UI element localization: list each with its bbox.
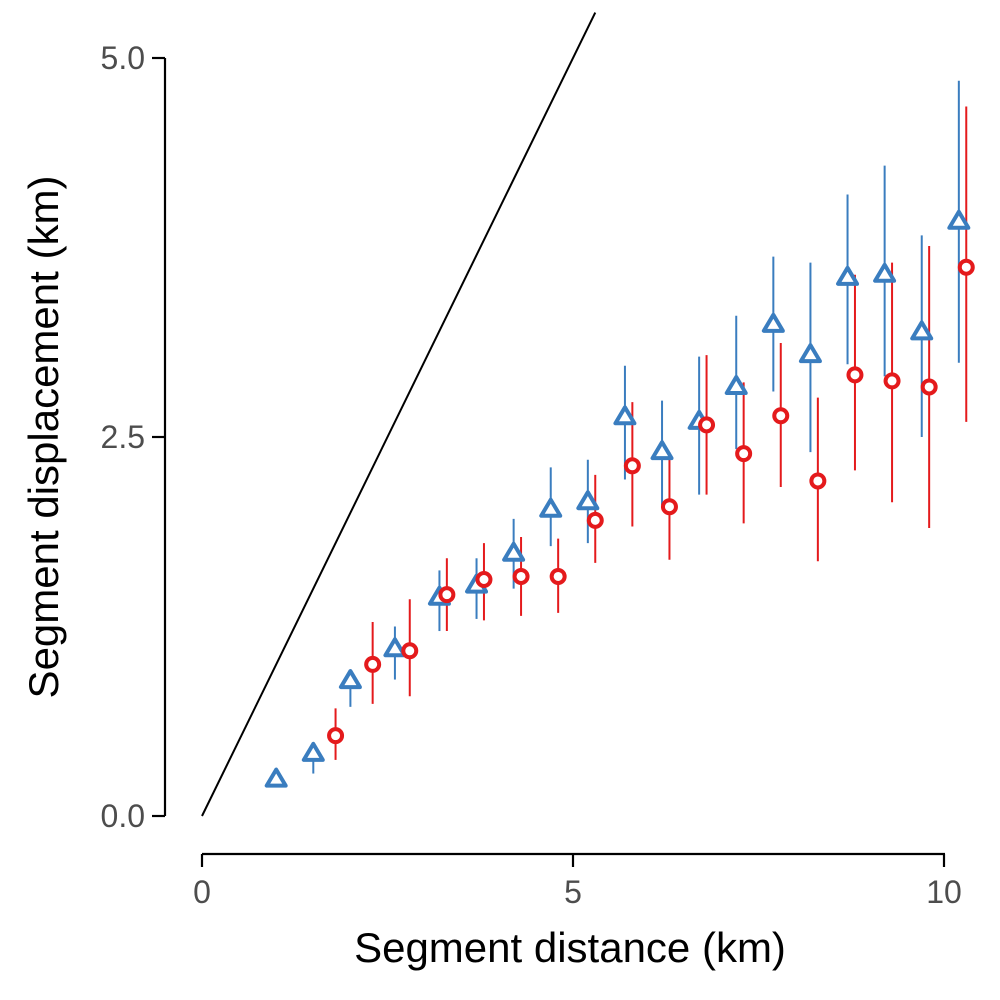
- circle-marker: [327, 727, 345, 745]
- triangle-marker: [502, 541, 526, 562]
- triangle-marker: [836, 265, 860, 286]
- triangle-marker: [576, 490, 600, 511]
- triangle-marker: [338, 669, 362, 690]
- triangle-marker: [947, 209, 971, 230]
- circle-marker: [512, 567, 530, 585]
- circle-marker: [698, 416, 716, 434]
- circle-marker: [772, 407, 790, 425]
- circle-marker: [438, 586, 456, 604]
- x-tick-label: 10: [926, 874, 962, 910]
- circle-marker: [623, 457, 641, 475]
- circle-marker: [549, 567, 567, 585]
- circle-marker: [846, 366, 864, 384]
- triangle-marker: [761, 312, 785, 333]
- y-tick-label: 2.5: [101, 419, 145, 455]
- triangle-marker: [539, 497, 563, 518]
- circle-marker: [920, 378, 938, 396]
- circle-marker: [475, 571, 493, 589]
- y-tick-label: 5.0: [101, 40, 145, 76]
- triangle-marker: [613, 405, 637, 426]
- x-tick-label: 0: [193, 874, 211, 910]
- triangle-marker: [724, 374, 748, 395]
- x-tick-label: 5: [564, 874, 582, 910]
- triangle-marker: [383, 637, 407, 658]
- y-tick-label: 0.0: [101, 798, 145, 834]
- circle-marker: [586, 511, 604, 529]
- y-axis-title: Segment displacement (km): [20, 176, 67, 699]
- axis-ticks: 0.0 2.5 5.0 0 5 10: [101, 40, 962, 910]
- reference-line: [201, 12, 597, 817]
- triangle-marker: [650, 440, 674, 461]
- plot-area: [201, 12, 975, 817]
- circle-marker: [809, 472, 827, 490]
- circle-marker: [364, 655, 382, 673]
- triangle-marker: [264, 767, 288, 788]
- circle-marker: [401, 642, 419, 660]
- circle-marker: [883, 372, 901, 390]
- triangle-marker: [910, 320, 934, 341]
- circle-marker: [735, 445, 753, 463]
- triangle-marker: [301, 741, 325, 762]
- circle-marker: [660, 498, 678, 516]
- triangle-marker: [798, 343, 822, 364]
- x-axis-title: Segment distance (km): [354, 924, 786, 971]
- circle-marker: [957, 258, 975, 276]
- triangle-marker: [873, 262, 897, 283]
